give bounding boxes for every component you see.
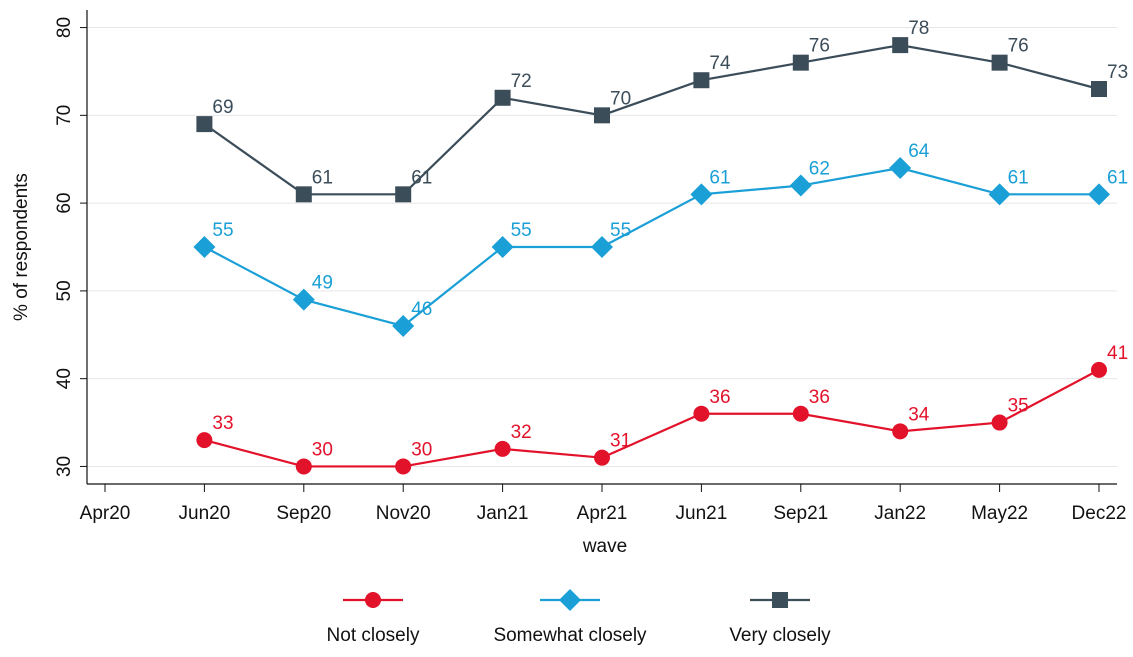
point — [395, 186, 412, 203]
y-tick-label: 70 — [54, 105, 75, 126]
point — [295, 458, 312, 475]
value-label: 70 — [610, 88, 631, 109]
point — [196, 116, 213, 133]
value-label: 61 — [312, 167, 333, 188]
value-label: 30 — [312, 439, 333, 460]
point — [693, 72, 710, 89]
x-tick-label: Sep21 — [773, 503, 828, 524]
value-label: 32 — [511, 422, 532, 443]
y-tick-label: 80 — [54, 17, 75, 38]
point — [594, 449, 610, 466]
legend-label: Not closely — [327, 625, 420, 646]
point — [591, 236, 613, 258]
x-tick-label: Apr20 — [80, 503, 131, 524]
value-label: 46 — [411, 299, 432, 320]
x-tick-label: Apr21 — [577, 503, 628, 524]
point — [292, 288, 315, 311]
point — [690, 183, 713, 206]
point — [494, 440, 511, 457]
x-tick-label: Jun21 — [676, 503, 728, 524]
x-tick-label: Jan21 — [477, 503, 529, 524]
point — [193, 236, 216, 258]
point — [889, 157, 912, 179]
point — [392, 315, 415, 337]
point — [988, 183, 1011, 206]
legend-marker — [772, 592, 788, 608]
value-label: 64 — [908, 141, 930, 162]
point — [693, 405, 710, 422]
value-label: 73 — [1107, 62, 1128, 83]
point — [1091, 361, 1107, 378]
point — [1091, 81, 1107, 97]
point — [792, 405, 809, 422]
value-label: 30 — [411, 439, 432, 460]
point — [494, 89, 511, 106]
y-tick-label: 60 — [54, 193, 75, 214]
x-tick-label: Sep20 — [276, 503, 331, 524]
point — [991, 414, 1008, 431]
point — [1088, 183, 1110, 206]
value-label: 49 — [312, 273, 333, 294]
x-tick-label: Dec22 — [1072, 503, 1127, 524]
series-line — [203, 166, 1099, 328]
legend-marker — [365, 592, 381, 608]
point — [395, 458, 412, 475]
x-tick-label: May22 — [971, 503, 1028, 524]
value-label: 78 — [908, 18, 929, 39]
x-tick-label: Jun20 — [179, 503, 231, 524]
point — [594, 107, 610, 124]
point — [789, 174, 812, 197]
series-line — [204, 368, 1100, 468]
value-label: 62 — [809, 159, 830, 180]
point — [196, 432, 213, 449]
point — [792, 54, 809, 71]
value-label: 76 — [1008, 36, 1029, 57]
value-label: 35 — [1008, 396, 1029, 417]
point — [892, 423, 909, 440]
x-tick-label: Jan22 — [874, 503, 926, 524]
legend-marker — [559, 589, 581, 611]
point — [991, 54, 1008, 71]
value-label: 61 — [709, 167, 730, 188]
series-line — [203, 43, 1100, 196]
value-label: 36 — [809, 387, 830, 408]
value-label: 34 — [908, 404, 930, 425]
value-label: 55 — [212, 220, 233, 241]
y-tick-label: 50 — [54, 280, 75, 301]
value-label: 76 — [809, 36, 830, 57]
value-label: 31 — [610, 431, 631, 452]
y-axis-label: % of respondents — [11, 173, 32, 321]
value-label: 55 — [610, 220, 631, 241]
point — [892, 37, 909, 54]
value-label: 69 — [212, 97, 233, 118]
x-tick-label: Nov20 — [376, 503, 431, 524]
y-tick-label: 30 — [54, 456, 75, 477]
value-label: 61 — [411, 167, 432, 188]
value-label: 36 — [709, 387, 730, 408]
legend-label: Somewhat closely — [493, 625, 647, 646]
value-label: 74 — [709, 53, 731, 74]
point — [491, 236, 514, 258]
y-tick-label: 40 — [54, 368, 75, 389]
value-label: 61 — [1008, 167, 1029, 188]
x-axis-label: wave — [582, 536, 627, 557]
value-label: 33 — [212, 413, 233, 434]
legend-label: Very closely — [729, 625, 831, 646]
value-label: 41 — [1107, 343, 1128, 364]
value-label: 72 — [511, 71, 532, 92]
value-label: 55 — [511, 220, 532, 241]
point — [295, 186, 312, 203]
value-label: 61 — [1107, 167, 1128, 188]
